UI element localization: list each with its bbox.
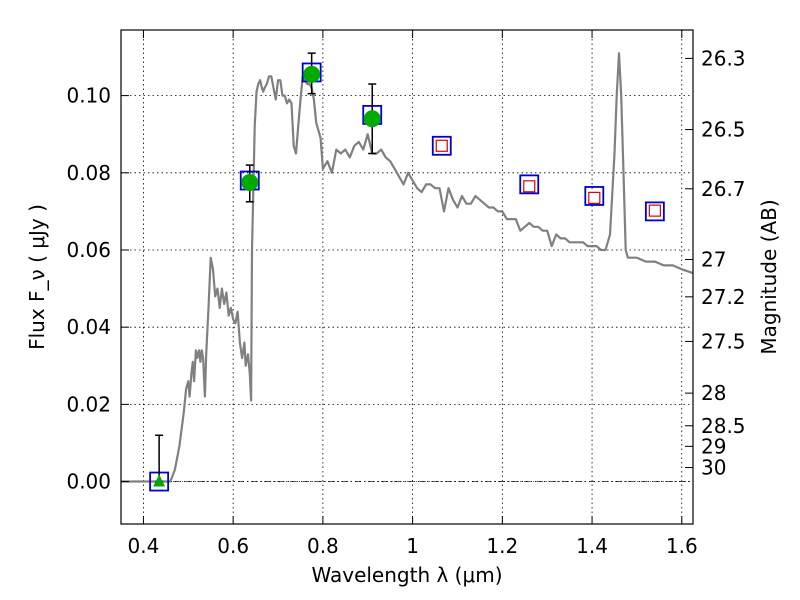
x-tick-label: 0.8 (307, 534, 339, 558)
y2-axis-title: Magnitude (AB) (757, 199, 781, 354)
y2-tick-label: 27.2 (701, 285, 746, 309)
x-tick-label: 1 (406, 534, 419, 558)
detection-point (303, 65, 321, 83)
x-tick-label: 1.2 (486, 534, 518, 558)
grid-layer (121, 30, 693, 524)
y2-tick-label: 26.7 (701, 177, 746, 201)
x-tick-label: 1.4 (576, 534, 608, 558)
y-tick-label: 0.04 (66, 315, 111, 339)
y-axis-title: Flux F_ν ( μJy ) (25, 204, 49, 350)
x-tick-label: 0.6 (217, 534, 249, 558)
plot-frame (120, 29, 694, 525)
y-tick-label: 0.08 (66, 161, 111, 185)
model-flux-square (644, 201, 665, 222)
predicted-flux-square (435, 139, 448, 152)
y-tick-label: 0.02 (66, 392, 111, 416)
predicted-flux-square (588, 191, 601, 204)
upper-limit-triangle (153, 474, 166, 487)
y2-tick-label: 26.5 (701, 118, 746, 142)
x-tick-label: 1.6 (666, 534, 698, 558)
y2-tick-label: 28 (701, 381, 726, 405)
x-tick-label: 0.4 (128, 534, 160, 558)
ticks-layer (121, 30, 693, 524)
spectrum-layer (121, 52, 694, 483)
x-axis-title: Wavelength λ (μm) (311, 563, 502, 587)
model-flux-square (431, 135, 452, 156)
predicted-flux-square (523, 180, 536, 193)
y2-tick-label: 27.5 (701, 329, 746, 353)
model-flux-square (584, 186, 605, 206)
y-tick-label: 0.10 (66, 84, 111, 108)
labels-layer: 0.4 0.6 0.8 1 1.2 1.4 1.6 0.00 0.02 0.04 0.06 0.08 0… (66, 46, 745, 558)
y2-tick-label: 30 (701, 456, 726, 480)
predicted-flux-square (648, 204, 661, 217)
y-tick-label: 0.06 (66, 238, 111, 262)
y2-tick-label: 26.3 (701, 46, 746, 70)
model-flux-square (519, 174, 540, 195)
detection-point (363, 110, 381, 128)
y2-tick-label: 28.5 (701, 414, 746, 438)
detection-point (241, 173, 259, 191)
y-tick-label: 0.00 (66, 470, 111, 494)
y2-tick-label: 29 (701, 434, 726, 458)
y2-tick-label: 27 (701, 247, 726, 271)
marks-layer (149, 52, 665, 492)
model-spectrum-line (121, 52, 694, 483)
